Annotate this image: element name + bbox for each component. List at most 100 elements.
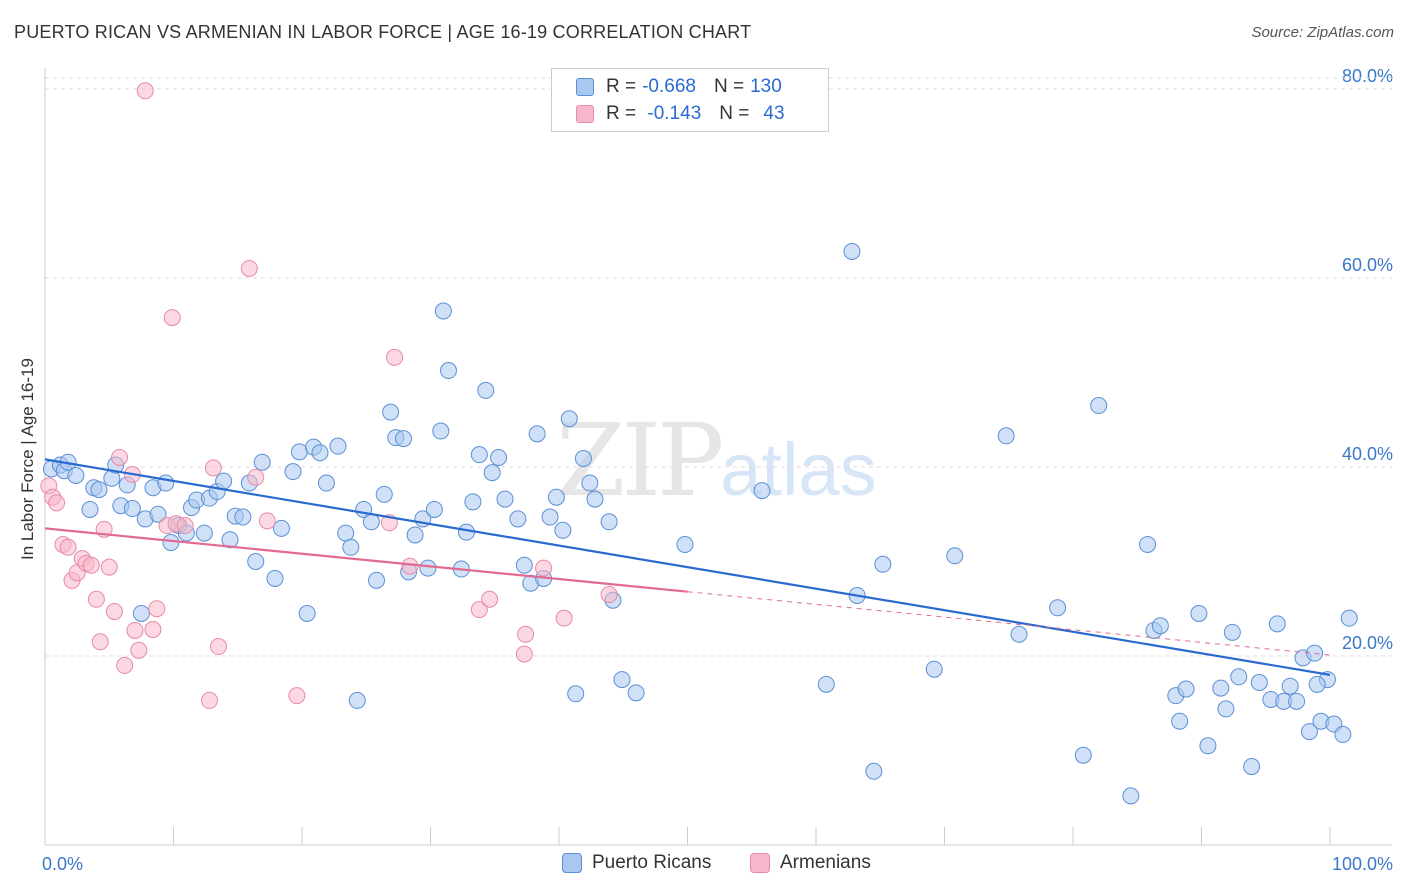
source-credit: Source: ZipAtlas.com [1251, 24, 1394, 41]
puerto-rican-point [496, 490, 514, 508]
puerto-rican-point [1230, 668, 1248, 686]
y-tick-label: 20.0% [1342, 633, 1393, 653]
puerto-rican-point [1049, 599, 1067, 617]
puerto-rican-point [528, 425, 546, 443]
puerto-rican-point [925, 660, 943, 678]
puerto-rican-point [1250, 673, 1268, 691]
armenian-point [130, 641, 148, 659]
puerto-rican-point [1268, 615, 1286, 633]
armenian-point [126, 621, 144, 639]
armenian-point [59, 538, 77, 556]
puerto-rican-point [434, 302, 452, 320]
puerto-rican-point [234, 508, 252, 526]
puerto-rican-point [457, 523, 475, 541]
legend-r-label: R = [606, 76, 637, 97]
puerto-rican-point [439, 362, 457, 380]
puerto-rican-point [157, 474, 175, 492]
armenian-point [176, 517, 194, 535]
puerto-rican-point [215, 472, 233, 490]
puerto-rican-point [753, 482, 771, 500]
puerto-rican-point [1340, 609, 1358, 627]
puerto-rican-point [1122, 787, 1140, 805]
legend-row-armenians: R = -0.143 N = 43 [576, 101, 785, 127]
legend-row-puerto-ricans: R = -0.668 N = 130 [576, 74, 782, 100]
puerto-rican-point [586, 490, 604, 508]
puerto-rican-point [1334, 725, 1352, 743]
x-tick-label-max: 100.0% [1332, 854, 1393, 874]
armenian-point [555, 609, 573, 627]
legend-n-value: 130 [750, 76, 782, 97]
puerto-rican-point [627, 684, 645, 702]
legend-n-value: 43 [763, 103, 785, 124]
puerto-rican-point [382, 403, 400, 421]
puerto-rican-point [843, 242, 861, 260]
series-name: Puerto Ricans [592, 852, 712, 873]
puerto-rican-point [477, 381, 495, 399]
puerto-rican-point [266, 569, 284, 587]
puerto-rican-point [1308, 675, 1326, 693]
y-axis-label: In Labor Force | Age 16-19 [18, 358, 37, 560]
puerto-rican-point [311, 444, 329, 462]
puerto-rican-point [419, 559, 437, 577]
puerto-rican-point [298, 604, 316, 622]
armenian-point [515, 645, 533, 663]
series-legend-armenians: Armenians [750, 852, 871, 874]
puerto-rican-point [865, 762, 883, 780]
puerto-rican-point [81, 500, 99, 518]
puerto-rican-point [337, 524, 355, 542]
puerto-rican-point [483, 464, 501, 482]
puerto-rican-point [1139, 535, 1157, 553]
armenian-point [247, 468, 265, 486]
puerto-rican-point [149, 505, 167, 523]
puerto-rican-point [1223, 623, 1241, 641]
puerto-rican-point [1217, 700, 1235, 718]
puerto-rican-point [432, 422, 450, 440]
puerto-rican-point [874, 555, 892, 573]
armenian-point [91, 633, 109, 651]
puerto-rican-point [329, 437, 347, 455]
puerto-rican-point [1074, 746, 1092, 764]
armenian-point [204, 459, 222, 477]
series-name: Armenians [780, 852, 871, 873]
series-legend: Puerto Ricans Armenians [0, 852, 1406, 876]
puerto-rican-point [395, 430, 413, 448]
puerto-rican-point [1243, 758, 1261, 776]
puerto-rican-point [425, 500, 443, 518]
armenian-point [600, 586, 618, 604]
puerto-rican-point [490, 449, 508, 466]
armenian-point [535, 559, 553, 577]
puerto-rican-point [348, 691, 366, 709]
legend-swatch-pink [576, 105, 594, 123]
puerto-rican-point [1288, 692, 1306, 710]
puerto-rican-point [1300, 723, 1318, 741]
puerto-rican-point [342, 538, 360, 556]
puerto-rican-point [600, 513, 618, 531]
puerto-rican-point [817, 675, 835, 693]
puerto-rican-point [997, 427, 1015, 445]
puerto-rican-point [547, 488, 565, 506]
puerto-rican-point [676, 535, 694, 553]
puerto-rican-point [1177, 680, 1195, 698]
puerto-rican-point [247, 552, 265, 570]
series-swatch-blue [562, 853, 582, 873]
puerto-rican-point [567, 685, 585, 703]
puerto-rican-point [613, 671, 631, 689]
series-legend-puerto-ricans: Puerto Ricans [562, 852, 711, 874]
watermark-atlas: atlas [720, 428, 877, 511]
puerto-rican-point [509, 510, 527, 528]
puerto-rican-point [1151, 617, 1169, 635]
armenian-point [82, 556, 100, 574]
puerto-rican-point [375, 485, 393, 503]
puerto-rican-point [90, 481, 108, 499]
puerto-rican-point [162, 534, 180, 552]
puerto-rican-point [290, 443, 308, 461]
armenian-point [386, 348, 404, 366]
puerto-rican-point [284, 463, 302, 481]
armenian-point [209, 638, 227, 656]
y-tick-label: 40.0% [1342, 444, 1393, 464]
puerto-rican-point [581, 474, 599, 492]
armenian-point [87, 590, 105, 608]
puerto-rican-point [1212, 679, 1230, 697]
chart-title: PUERTO RICAN VS ARMENIAN IN LABOR FORCE … [14, 22, 752, 42]
puerto-rican-point [574, 449, 592, 467]
